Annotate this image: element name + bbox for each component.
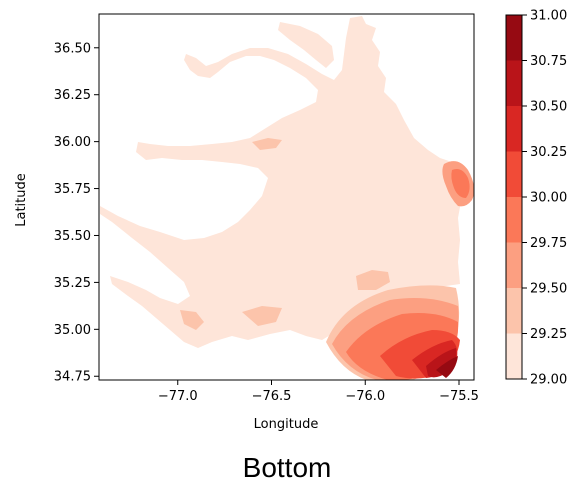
colorbar-tick-label: 29.75 bbox=[530, 236, 567, 251]
southeast-lobe-band-7 bbox=[436, 356, 458, 378]
y-tick-label: 36.50 bbox=[54, 41, 91, 56]
mid-band-patch-north bbox=[252, 138, 282, 150]
plot-frame bbox=[98, 13, 475, 381]
colorbar-tick-label: 31.00 bbox=[530, 9, 567, 24]
upper-tributary bbox=[278, 22, 334, 68]
colorbar: 29.00 29.25 29.50 29.75 30.00 30.25 30.50 30.75… bbox=[505, 9, 567, 388]
colorbar-cell bbox=[506, 15, 522, 61]
y-tick-label: 34.75 bbox=[54, 370, 91, 385]
mid-band-patch-south bbox=[242, 306, 282, 326]
x-axis: −77.0 −76.5 −76.0 −75.5 bbox=[158, 380, 479, 404]
colorbar-tick-label: 29.00 bbox=[530, 373, 567, 388]
y-tick-label: 35.25 bbox=[54, 276, 91, 291]
colorbar-cell bbox=[506, 288, 522, 334]
x-axis-label: Longitude bbox=[254, 417, 319, 432]
map-plot-area bbox=[100, 16, 474, 380]
colorbar-cell bbox=[506, 197, 522, 243]
mid-band-patch-central bbox=[356, 270, 390, 290]
y-axis-label: Latitude bbox=[14, 173, 29, 227]
y-tick-label: 36.00 bbox=[54, 135, 91, 150]
colorbar-tick-label: 30.50 bbox=[530, 100, 567, 115]
colorbar-cell bbox=[506, 60, 522, 106]
x-tick-label: −76.5 bbox=[252, 389, 292, 404]
y-tick-label: 36.25 bbox=[54, 88, 91, 103]
colorbar-cell bbox=[506, 106, 522, 152]
colorbar-tick-label: 30.75 bbox=[530, 54, 567, 69]
colorbar-cell bbox=[506, 242, 522, 288]
x-tick-label: −77.0 bbox=[158, 389, 198, 404]
y-tick-label: 35.75 bbox=[54, 182, 91, 197]
y-tick-label: 35.00 bbox=[54, 323, 91, 338]
mid-band-patch-southwest bbox=[180, 310, 204, 330]
colorbar-tick-label: 29.25 bbox=[530, 327, 567, 342]
y-tick-label: 35.50 bbox=[54, 229, 91, 244]
northeast-inlet-core bbox=[451, 169, 470, 198]
colorbar-cell bbox=[506, 151, 522, 197]
estuary-base-field bbox=[100, 16, 462, 348]
colorbar-tick-label: 30.00 bbox=[530, 191, 567, 206]
colorbar-tick-label: 30.25 bbox=[530, 145, 567, 160]
y-axis: 34.75 35.00 35.25 35.50 35.75 36.00 36.25 36.50 bbox=[54, 41, 99, 385]
x-tick-label: −75.5 bbox=[439, 389, 479, 404]
colorbar-tick-label: 29.50 bbox=[530, 282, 567, 297]
figure-caption: Bottom bbox=[242, 452, 332, 483]
contour-map-figure: −77.0 −76.5 −76.0 −75.5 34.75 35.00 35.25 35.5… bbox=[14, 9, 567, 433]
x-tick-label: −76.0 bbox=[345, 389, 385, 404]
colorbar-cell bbox=[506, 333, 522, 379]
